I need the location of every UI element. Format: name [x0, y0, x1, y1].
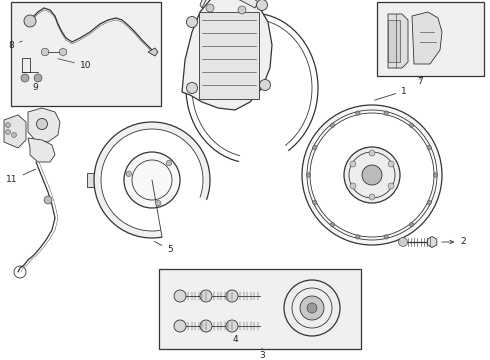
FancyBboxPatch shape [11, 2, 161, 106]
Circle shape [310, 113, 434, 237]
Text: 6: 6 [0, 359, 1, 360]
Polygon shape [388, 14, 408, 68]
Polygon shape [388, 20, 400, 62]
Circle shape [369, 194, 375, 200]
Text: 2: 2 [442, 238, 466, 247]
Circle shape [356, 111, 360, 115]
Circle shape [260, 80, 270, 90]
Circle shape [384, 111, 389, 115]
Circle shape [350, 161, 356, 167]
Circle shape [41, 48, 49, 56]
Circle shape [300, 296, 324, 320]
Text: 11: 11 [6, 169, 35, 184]
Circle shape [350, 183, 356, 189]
Circle shape [344, 147, 400, 203]
Circle shape [433, 173, 438, 177]
Circle shape [330, 123, 335, 127]
Circle shape [187, 82, 197, 94]
Polygon shape [148, 48, 158, 56]
Circle shape [388, 183, 394, 189]
Polygon shape [427, 237, 437, 248]
Text: 9: 9 [32, 84, 38, 93]
Circle shape [256, 0, 268, 10]
Circle shape [5, 130, 10, 135]
Circle shape [155, 201, 161, 206]
Polygon shape [182, 0, 272, 110]
Circle shape [200, 320, 212, 332]
Circle shape [24, 15, 36, 27]
FancyBboxPatch shape [377, 2, 484, 76]
Circle shape [369, 150, 375, 156]
Circle shape [427, 201, 431, 205]
Circle shape [313, 201, 317, 205]
Circle shape [34, 74, 42, 82]
Polygon shape [60, 48, 67, 56]
Circle shape [330, 222, 335, 227]
Circle shape [44, 196, 52, 204]
Circle shape [388, 161, 394, 167]
Text: 7: 7 [417, 77, 423, 86]
Circle shape [362, 165, 382, 185]
Circle shape [427, 145, 431, 150]
Circle shape [356, 235, 360, 239]
Circle shape [174, 320, 186, 332]
Circle shape [21, 74, 29, 82]
Polygon shape [28, 108, 60, 142]
Circle shape [124, 152, 180, 208]
Circle shape [398, 238, 408, 247]
Circle shape [307, 303, 317, 313]
Circle shape [284, 280, 340, 336]
Wedge shape [152, 180, 208, 239]
FancyBboxPatch shape [199, 12, 259, 99]
Circle shape [238, 6, 246, 14]
Circle shape [409, 222, 414, 227]
Circle shape [187, 17, 197, 27]
Text: 3: 3 [259, 348, 265, 360]
Text: 8: 8 [8, 41, 23, 50]
Circle shape [226, 290, 238, 302]
Polygon shape [28, 138, 55, 162]
Polygon shape [4, 115, 26, 148]
Polygon shape [412, 12, 442, 64]
Text: 4: 4 [232, 336, 238, 345]
Circle shape [11, 132, 17, 138]
Wedge shape [101, 129, 203, 231]
Text: 5: 5 [154, 241, 173, 255]
FancyBboxPatch shape [87, 173, 99, 187]
Circle shape [313, 145, 317, 150]
Wedge shape [94, 122, 210, 238]
Polygon shape [200, 0, 258, 8]
Circle shape [226, 320, 238, 332]
Circle shape [409, 123, 414, 127]
Circle shape [302, 105, 442, 245]
Circle shape [384, 235, 389, 239]
Circle shape [306, 173, 311, 177]
Circle shape [206, 4, 214, 12]
Circle shape [36, 118, 48, 130]
Circle shape [166, 160, 172, 166]
Circle shape [126, 171, 132, 177]
Circle shape [5, 122, 10, 127]
Text: 10: 10 [58, 59, 92, 70]
Text: 1: 1 [375, 86, 407, 100]
Circle shape [200, 290, 212, 302]
Circle shape [174, 290, 186, 302]
FancyBboxPatch shape [159, 269, 361, 349]
